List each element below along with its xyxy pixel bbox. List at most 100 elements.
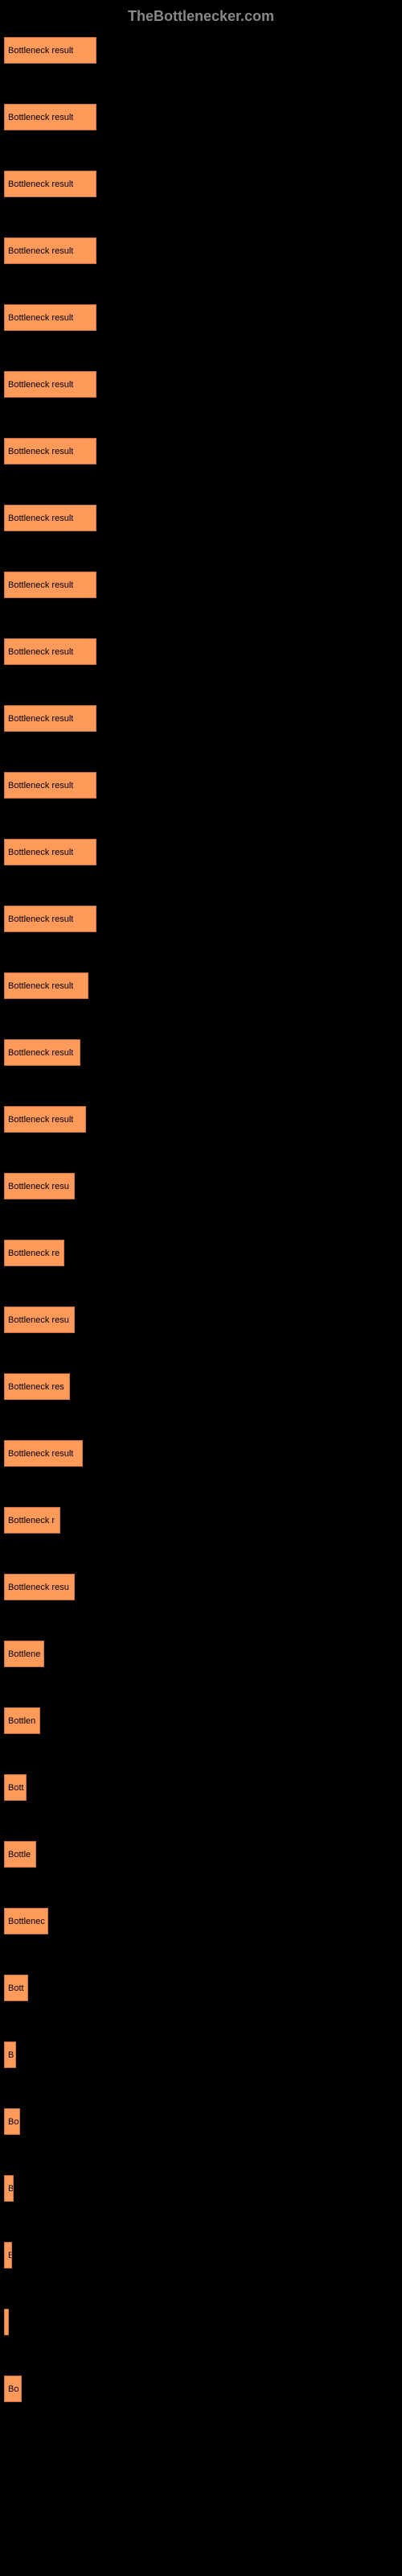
bar-label: Bottleneck result — [8, 380, 73, 390]
bar-label: Bottleneck result — [8, 647, 73, 657]
bar-label: Bottleneck result — [8, 914, 73, 924]
bar-label: Bottleneck result — [8, 447, 73, 456]
bar-row: Bo — [4, 2376, 402, 2402]
bar-row: B — [4, 2175, 402, 2202]
bar-row: Bottleneck result — [4, 438, 402, 464]
bottleneck-bar: Bottle — [4, 1841, 36, 1868]
bar-row: Bott — [4, 1975, 402, 2001]
bottleneck-bar: Bottleneck result — [4, 1440, 83, 1467]
bar-row: Bottleneck result — [4, 304, 402, 331]
bar-row: Bottlene — [4, 1641, 402, 1667]
bar-label: Bottleneck result — [8, 1048, 73, 1058]
bar-row: Bottleneck result — [4, 1106, 402, 1133]
bar-label: Bottleneck r — [8, 1516, 55, 1525]
bar-label: Bottleneck re — [8, 1249, 59, 1258]
bar-row: Bottleneck result — [4, 772, 402, 799]
bar-row: Bottlen — [4, 1707, 402, 1734]
bottleneck-bar: Bottleneck result — [4, 1039, 80, 1066]
bar-label: Bo — [8, 2384, 18, 2394]
bottleneck-bar: B — [4, 2041, 16, 2068]
bar-label: B — [8, 2251, 11, 2260]
bottleneck-bar: Bottlen — [4, 1707, 40, 1734]
bar-row — [4, 2309, 402, 2335]
bar-label: Bott — [8, 1984, 24, 1993]
bar-label: Bottleneck result — [8, 981, 73, 991]
bottleneck-bar: Bottleneck result — [4, 304, 96, 331]
bar-label: Bottleneck result — [8, 180, 73, 189]
bar-label: Bottleneck result — [8, 514, 73, 523]
bar-row: Bottleneck res — [4, 1373, 402, 1400]
bar-label: Bottleneck resu — [8, 1583, 69, 1592]
bar-row: Bottleneck result — [4, 371, 402, 398]
bottleneck-bar: Bottleneck result — [4, 104, 96, 130]
bar-label: Bottleneck result — [8, 113, 73, 122]
site-header: TheBottlenecker.com — [0, 8, 402, 25]
bar-row: Bottleneck result — [4, 638, 402, 665]
bottleneck-bar: Bottleneck result — [4, 37, 96, 64]
bar-row: B — [4, 2041, 402, 2068]
bar-row: Bottleneck result — [4, 1440, 402, 1467]
bar-row: B — [4, 2242, 402, 2268]
bar-label: Bottle — [8, 1850, 31, 1860]
bottleneck-bar: Bottleneck res — [4, 1373, 70, 1400]
bar-row: Bottleneck result — [4, 705, 402, 732]
bottleneck-bar: Bottleneck result — [4, 505, 96, 531]
bottleneck-bar: Bottleneck result — [4, 972, 88, 999]
bottleneck-bar: Bottleneck result — [4, 171, 96, 197]
bar-row: Bottleneck result — [4, 237, 402, 264]
bar-label: Bottleneck result — [8, 246, 73, 256]
bar-label: Bottleneck result — [8, 781, 73, 791]
bottleneck-bar: Bottleneck resu — [4, 1307, 75, 1333]
bar-label: Bottlene — [8, 1649, 40, 1659]
bar-row: Bott — [4, 1774, 402, 1801]
bar-row: Bottle — [4, 1841, 402, 1868]
bottleneck-chart: Bottleneck result Bottleneck result Bottle… — [0, 37, 402, 2402]
bottleneck-bar: Bottleneck result — [4, 772, 96, 799]
bar-label: B — [8, 2050, 14, 2060]
bar-label: Bottlenec — [8, 1917, 45, 1926]
bar-row: Bottleneck resu — [4, 1574, 402, 1600]
bar-row: Bottleneck result — [4, 37, 402, 64]
bar-row: Bottleneck result — [4, 572, 402, 598]
bar-row: Bottleneck result — [4, 839, 402, 865]
bottleneck-bar: Bottleneck re — [4, 1240, 64, 1266]
bottleneck-bar: Bottleneck resu — [4, 1574, 75, 1600]
bottleneck-bar — [4, 2309, 9, 2335]
bar-label: Bottleneck result — [8, 714, 73, 724]
bottleneck-bar: Bottlene — [4, 1641, 44, 1667]
bar-label: Bottleneck result — [8, 1449, 73, 1459]
bar-row: Bottleneck result — [4, 972, 402, 999]
bar-row: Bottleneck result — [4, 906, 402, 932]
bottleneck-bar: Bott — [4, 1774, 27, 1801]
bottleneck-bar: Bottleneck r — [4, 1507, 60, 1534]
bar-label: B — [8, 2184, 13, 2194]
bar-label: Bottleneck resu — [8, 1315, 69, 1325]
bottleneck-bar: Bott — [4, 1975, 28, 2001]
bar-row: Bottleneck result — [4, 104, 402, 130]
bottleneck-bar: Bottlenec — [4, 1908, 48, 1934]
bottleneck-bar: Bottleneck result — [4, 237, 96, 264]
bottleneck-bar: Bottleneck result — [4, 906, 96, 932]
bar-label: Bott — [8, 1783, 24, 1793]
bar-label: Bottleneck result — [8, 1115, 73, 1125]
bar-label: Bottleneck result — [8, 313, 73, 323]
bar-row: Bo — [4, 2108, 402, 2135]
bar-label: Bo — [8, 2117, 18, 2127]
bar-row: Bottleneck resu — [4, 1173, 402, 1199]
bottleneck-bar: Bottleneck result — [4, 705, 96, 732]
bar-row: Bottleneck result — [4, 505, 402, 531]
bottleneck-bar: Bottleneck result — [4, 371, 96, 398]
bar-row: Bottleneck re — [4, 1240, 402, 1266]
bottleneck-bar: Bottleneck result — [4, 839, 96, 865]
bottleneck-bar: B — [4, 2175, 14, 2202]
bar-row: Bottleneck r — [4, 1507, 402, 1534]
bar-label: Bottleneck res — [8, 1382, 64, 1392]
bar-label: Bottleneck result — [8, 580, 73, 590]
bar-row: Bottlenec — [4, 1908, 402, 1934]
bar-label: Bottleneck resu — [8, 1182, 69, 1191]
bottleneck-bar: Bo — [4, 2376, 22, 2402]
bar-row: Bottleneck resu — [4, 1307, 402, 1333]
bottleneck-bar: B — [4, 2242, 12, 2268]
bar-label: Bottlen — [8, 1716, 35, 1726]
bottleneck-bar: Bottleneck result — [4, 572, 96, 598]
